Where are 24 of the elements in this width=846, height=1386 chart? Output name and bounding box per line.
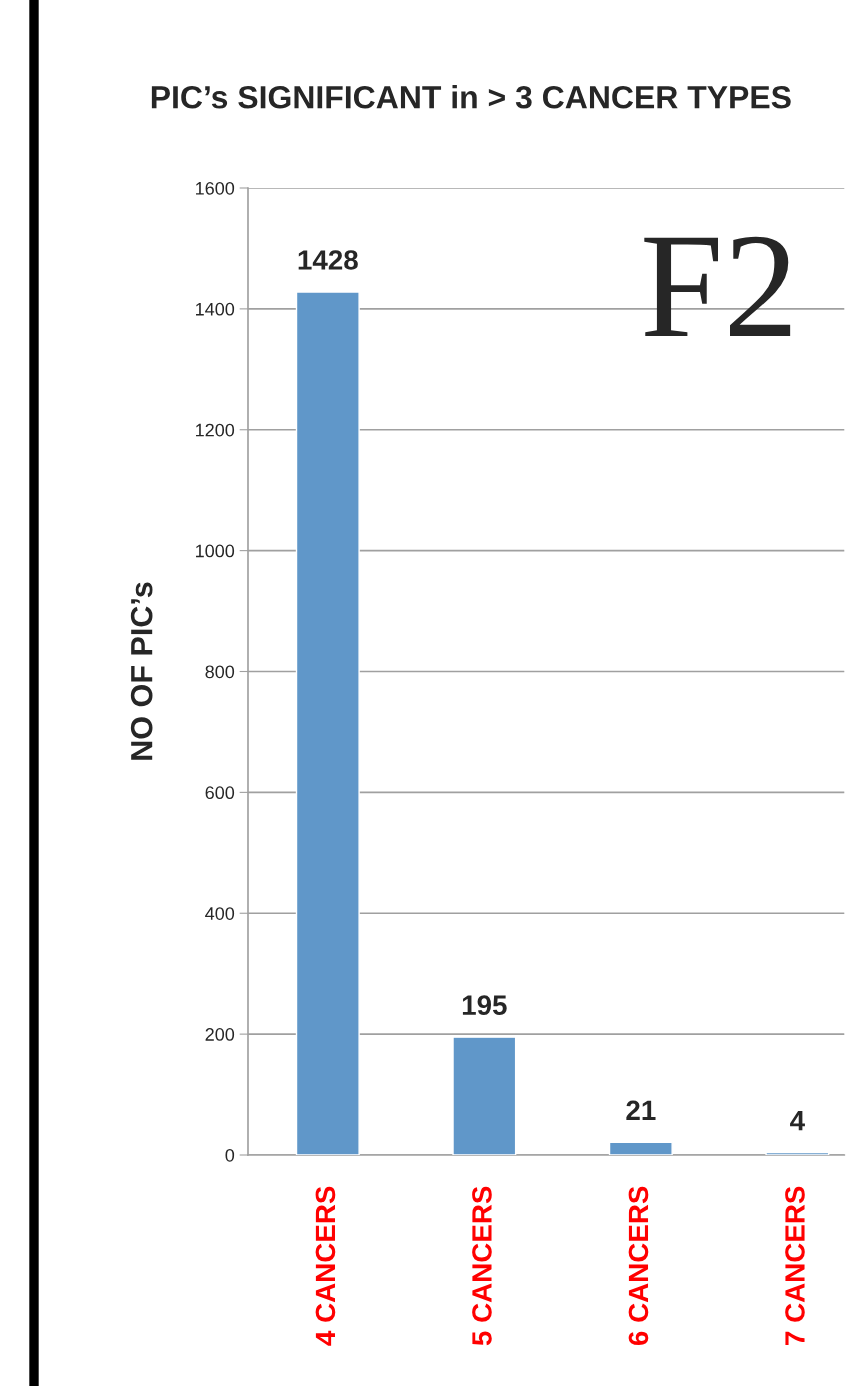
y-tick-label: 400 — [205, 907, 235, 920]
bar — [765, 1151, 830, 1155]
y-tick-label: 800 — [205, 665, 235, 679]
data-label: 21 — [626, 1100, 656, 1120]
y-tick-label: 0 — [225, 1148, 235, 1162]
chart-title: PIC’s SIGNIFICANT in > 3 CANCER TYPES — [151, 85, 791, 109]
x-tick-label: 7 CANCERS — [785, 1186, 805, 1345]
y-tick-label: 1000 — [196, 544, 235, 558]
data-label: 4 — [790, 1111, 805, 1131]
y-tick-label: 1200 — [196, 423, 235, 437]
bar — [452, 1036, 517, 1155]
y-tick-label: 1400 — [196, 302, 235, 316]
x-tick-label: 5 CANCERS — [472, 1186, 492, 1346]
annotation: F2 — [644, 236, 791, 337]
y-tick-label: 600 — [205, 786, 235, 800]
x-tick-label: 4 CANCERS — [315, 1186, 336, 1346]
bar — [608, 1141, 673, 1155]
y-axis-title: NO OF PIC’s — [130, 582, 153, 760]
bar — [295, 291, 360, 1155]
data-label: 195 — [462, 995, 507, 1015]
y-tick-label: 1600 — [196, 181, 235, 195]
y-tick-label: 200 — [205, 1028, 235, 1041]
data-label: 1428 — [298, 250, 358, 270]
x-tick-label: 6 CANCERS — [628, 1186, 649, 1346]
